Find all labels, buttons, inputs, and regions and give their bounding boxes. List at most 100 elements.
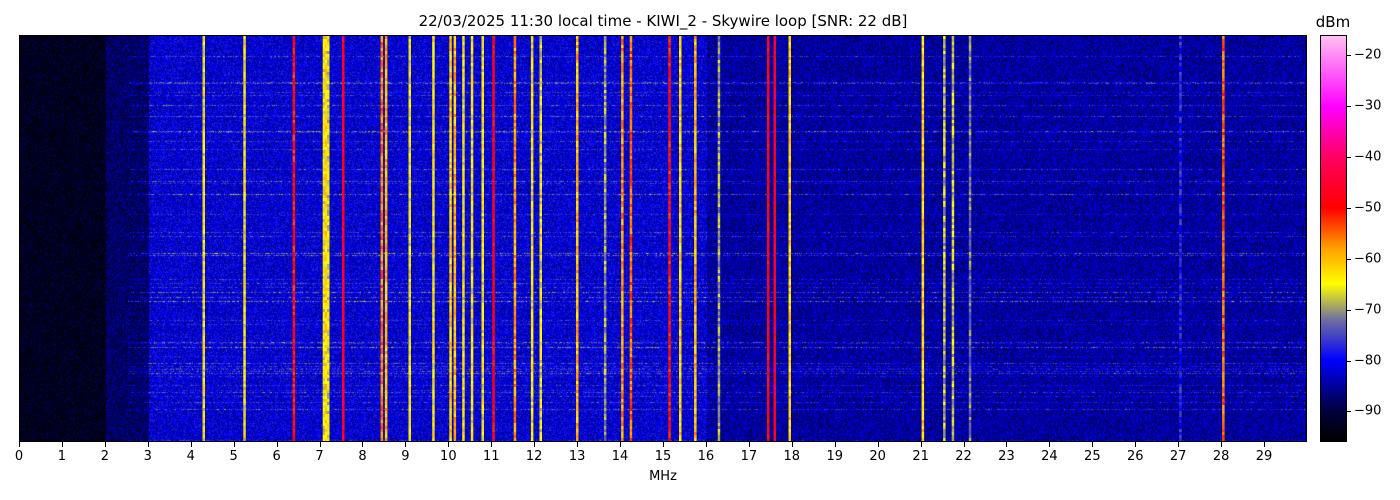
signal-trace <box>449 45 452 48</box>
signal-trace <box>513 39 517 42</box>
signal-trace <box>513 378 517 381</box>
signal-trace <box>202 198 205 201</box>
signal-trace <box>380 114 384 117</box>
signal-trace <box>408 369 411 372</box>
signal-trace <box>621 363 624 366</box>
signal-trace <box>470 309 474 312</box>
signal-trace <box>621 126 624 129</box>
signal-trace <box>576 423 579 426</box>
signal-trace <box>449 435 452 438</box>
signal-trace <box>470 111 474 114</box>
signal-trace <box>327 237 330 240</box>
signal-trace <box>243 264 246 267</box>
signal-trace <box>629 276 633 279</box>
signal-trace <box>951 306 955 309</box>
signal-trace <box>539 294 542 297</box>
signal-trace <box>951 372 955 375</box>
signal-trace <box>621 141 624 144</box>
signal-trace <box>717 87 721 90</box>
signal-trace <box>481 432 484 435</box>
signal-trace <box>539 354 542 357</box>
signal-trace <box>462 117 465 120</box>
signal-trace <box>576 222 579 225</box>
signal-trace <box>492 345 495 348</box>
signal-trace <box>342 399 345 402</box>
signal-trace <box>767 213 770 216</box>
signal-trace <box>408 429 411 432</box>
signal-trace <box>717 66 721 69</box>
signal-trace <box>629 279 633 282</box>
signal-trace <box>292 216 296 219</box>
signal-trace <box>539 96 542 99</box>
signal-trace <box>679 177 682 180</box>
signal-trace <box>1222 99 1225 102</box>
signal-trace <box>1179 225 1182 228</box>
signal-trace <box>492 195 495 198</box>
signal-trace <box>968 333 972 336</box>
signal-trace <box>243 87 246 90</box>
signal-trace <box>539 201 542 204</box>
signal-trace <box>951 48 955 51</box>
signal-trace <box>773 66 776 69</box>
signal-trace <box>530 204 534 207</box>
signal-trace <box>530 120 534 123</box>
signal-trace <box>951 81 955 84</box>
signal-trace <box>921 186 925 189</box>
signal-trace <box>668 306 671 309</box>
signal-trace <box>968 129 972 132</box>
signal-trace <box>409 441 412 442</box>
signal-trace <box>408 270 411 273</box>
signal-trace <box>1222 87 1225 90</box>
signal-trace <box>767 330 770 333</box>
signal-trace <box>292 144 296 147</box>
signal-trace <box>492 342 495 345</box>
signal-trace <box>694 330 697 333</box>
signal-trace <box>629 423 633 426</box>
signal-trace <box>921 153 925 156</box>
signal-trace <box>1222 324 1225 327</box>
signal-trace <box>968 246 972 249</box>
signal-trace <box>462 168 465 171</box>
signal-trace <box>470 390 474 393</box>
signal-trace <box>576 285 579 288</box>
signal-trace <box>943 177 946 180</box>
signal-trace <box>1222 213 1225 216</box>
signal-trace <box>1222 198 1225 201</box>
signal-trace <box>408 237 411 240</box>
signal-trace <box>539 174 542 177</box>
signal-trace <box>384 315 388 318</box>
signal-trace <box>408 411 411 414</box>
signal-trace <box>943 75 946 78</box>
signal-trace <box>951 180 955 183</box>
signal-trace <box>603 168 607 171</box>
signal-trace <box>629 285 633 288</box>
signal-trace <box>292 180 296 183</box>
signal-trace <box>668 438 671 441</box>
signal-trace <box>951 60 955 63</box>
signal-trace <box>1222 168 1225 171</box>
signal-trace <box>481 420 484 423</box>
signal-trace <box>327 378 330 381</box>
signal-trace <box>243 423 246 426</box>
signal-trace <box>767 165 770 168</box>
signal-trace <box>202 270 205 273</box>
signal-trace <box>951 432 955 435</box>
signal-trace <box>679 198 682 201</box>
signal-trace <box>202 150 205 153</box>
signal-trace <box>462 399 465 402</box>
signal-trace <box>621 60 624 63</box>
signal-trace <box>530 96 534 99</box>
signal-trace <box>668 417 671 420</box>
signal-trace <box>679 54 682 57</box>
signal-trace <box>576 342 579 345</box>
signal-trace <box>492 81 495 84</box>
signal-trace <box>453 228 457 231</box>
signal-trace <box>629 414 633 417</box>
signal-trace <box>470 168 474 171</box>
signal-trace <box>481 141 484 144</box>
signal-trace <box>324 36 328 39</box>
signal-trace <box>322 159 326 162</box>
signal-trace <box>576 216 579 219</box>
signal-trace <box>694 345 697 348</box>
signal-trace <box>408 342 411 345</box>
